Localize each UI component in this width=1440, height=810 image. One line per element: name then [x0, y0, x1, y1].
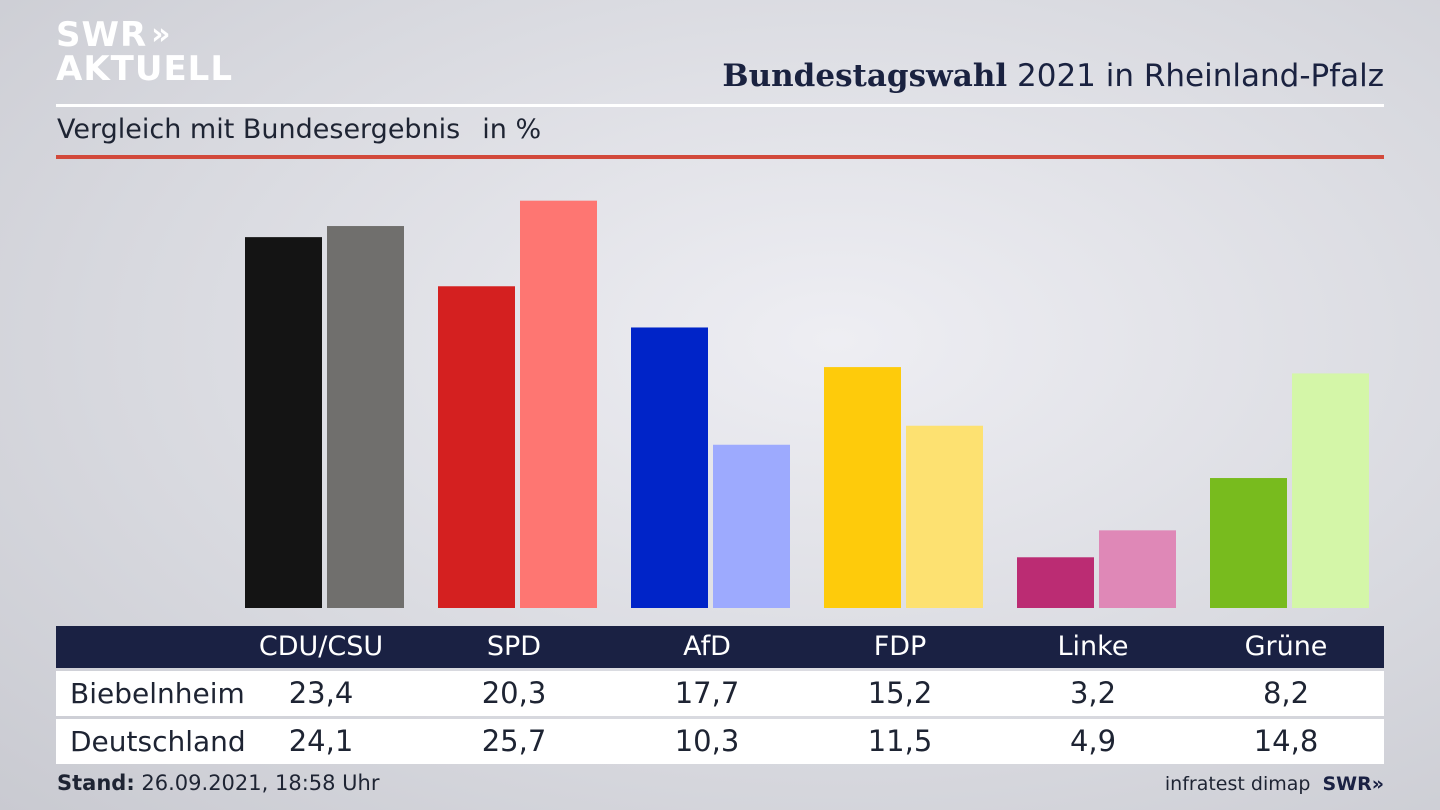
bar-chart — [245, 200, 1369, 609]
table-cell: 14,8 — [1253, 724, 1319, 758]
bar-linke-deutschland — [1099, 530, 1176, 608]
subtitle-divider — [56, 155, 1384, 159]
bar-gr-ne-deutschland — [1292, 373, 1369, 608]
table-cell: 24,1 — [288, 724, 354, 758]
table-header-row: CDU/CSU SPD AfD FDP Linke Grüne — [56, 626, 1384, 668]
header-cdu-csu: CDU/CSU — [258, 631, 384, 662]
stand-label: Stand: — [57, 771, 135, 795]
header-afd: AfD — [683, 631, 731, 662]
table-cell: 17,7 — [674, 676, 740, 710]
bar-cdu-csu-deutschland — [327, 226, 404, 609]
table-cell: 4,9 — [1069, 724, 1117, 758]
table-cell: 20,3 — [481, 676, 547, 710]
bar-linke-biebelnheim — [1017, 557, 1094, 608]
bar-fdp-deutschland — [906, 425, 983, 608]
table-cell: 15,2 — [867, 676, 933, 710]
logo-aktuell-text: AKTUELL — [56, 49, 234, 89]
header-spd: SPD — [486, 631, 542, 662]
subtitle-text: Vergleich mit Bundesergebnis — [57, 114, 461, 145]
logo-swr-text: SWR — [56, 15, 148, 55]
bar-afd-biebelnheim — [631, 327, 708, 608]
title-bold: Bundestagswahl — [722, 58, 1008, 94]
table-cell: 23,4 — [288, 676, 354, 710]
logo-chevron-icon: » — [151, 17, 172, 52]
header-gruene: Grüne — [1244, 631, 1328, 662]
table-cell: 3,2 — [1069, 676, 1117, 710]
bar-fdp-biebelnheim — [824, 367, 901, 608]
chart-subtitle: Vergleich mit Bundesergebnis in % — [57, 114, 541, 145]
table-cell: 25,7 — [481, 724, 547, 758]
unit-label: in % — [482, 114, 542, 145]
row-label: Biebelnheim — [70, 677, 245, 710]
table-cell: 10,3 — [674, 724, 740, 758]
bar-cdu-csu-biebelnheim — [245, 237, 322, 608]
stand-value: 26.09.2021, 18:58 Uhr — [134, 771, 380, 795]
header-linke: Linke — [1057, 631, 1129, 662]
timestamp: Stand: 26.09.2021, 18:58 Uhr — [57, 771, 380, 795]
table-cell: 8,2 — [1262, 676, 1310, 710]
swr-logo-text: SWR — [1322, 773, 1372, 795]
source-credit: infratest dimap SWR» — [1165, 773, 1384, 795]
swr-logo: SWR» — [1322, 773, 1384, 795]
bar-spd-deutschland — [520, 200, 597, 608]
source-text: infratest dimap — [1164, 773, 1311, 795]
title-rest: 2021 in Rheinland-Pfalz — [1007, 58, 1384, 94]
table-row: Biebelnheim 23,4 20,3 17,7 15,2 3,2 8,2 — [56, 671, 1384, 716]
bar-afd-deutschland — [713, 444, 790, 608]
header-fdp: FDP — [873, 631, 927, 662]
row-label: Deutschland — [70, 725, 246, 758]
results-table: CDU/CSU SPD AfD FDP Linke Grüne Biebelnh… — [56, 626, 1384, 764]
table-cell: 11,5 — [867, 724, 933, 758]
page-title: Bundestagswahl 2021 in Rheinland-Pfalz — [722, 58, 1384, 94]
bar-gr-ne-biebelnheim — [1210, 478, 1287, 608]
swr-chevron-icon: » — [1371, 773, 1384, 795]
swr-aktuell-logo: SWR» AKTUELL — [56, 15, 234, 89]
table-row: Deutschland 24,1 25,7 10,3 11,5 4,9 14,8 — [56, 719, 1384, 764]
bar-spd-biebelnheim — [438, 286, 515, 608]
title-divider — [56, 104, 1384, 107]
